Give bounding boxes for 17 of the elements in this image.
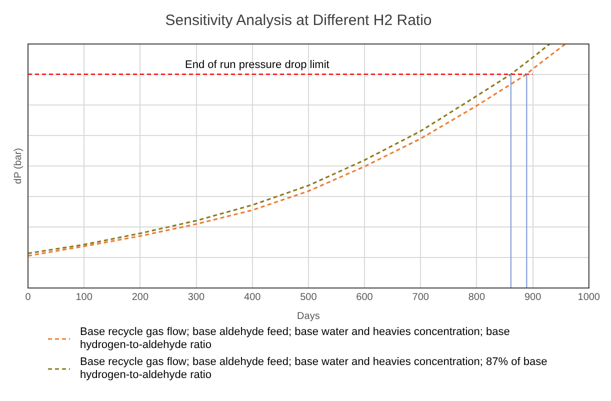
- x-tick-label: 400: [244, 292, 262, 303]
- ref-line-label: End of run pressure drop limit: [185, 58, 330, 71]
- y-axis-title: dP (bar): [12, 148, 24, 184]
- chart-title: Sensitivity Analysis at Different H2 Ratio: [165, 12, 432, 30]
- x-tick-label: 300: [188, 292, 206, 303]
- x-axis-title: Days: [297, 310, 320, 322]
- x-tick-label: 100: [76, 292, 93, 303]
- x-tick-label: 900: [524, 292, 542, 303]
- x-tick-label: 200: [132, 292, 149, 303]
- x-tick-label: 800: [468, 292, 486, 303]
- x-tick-label: 600: [356, 292, 374, 303]
- x-tick-label: 500: [300, 292, 318, 303]
- x-tick-label: 0: [25, 292, 32, 303]
- legend-label: Base recycle gas flow; base aldehyde feed; base water and heavies concentration; base hydrogen-to-aldehyde ratio: [80, 326, 511, 352]
- x-tick-label: 1000: [578, 292, 600, 303]
- x-tick-label: 700: [412, 292, 430, 303]
- legend-label: Base recycle gas flow; base aldehyde feed; base water and heavies concentration; 87% of base hydrogen-to-aldehyde ratio: [80, 356, 548, 382]
